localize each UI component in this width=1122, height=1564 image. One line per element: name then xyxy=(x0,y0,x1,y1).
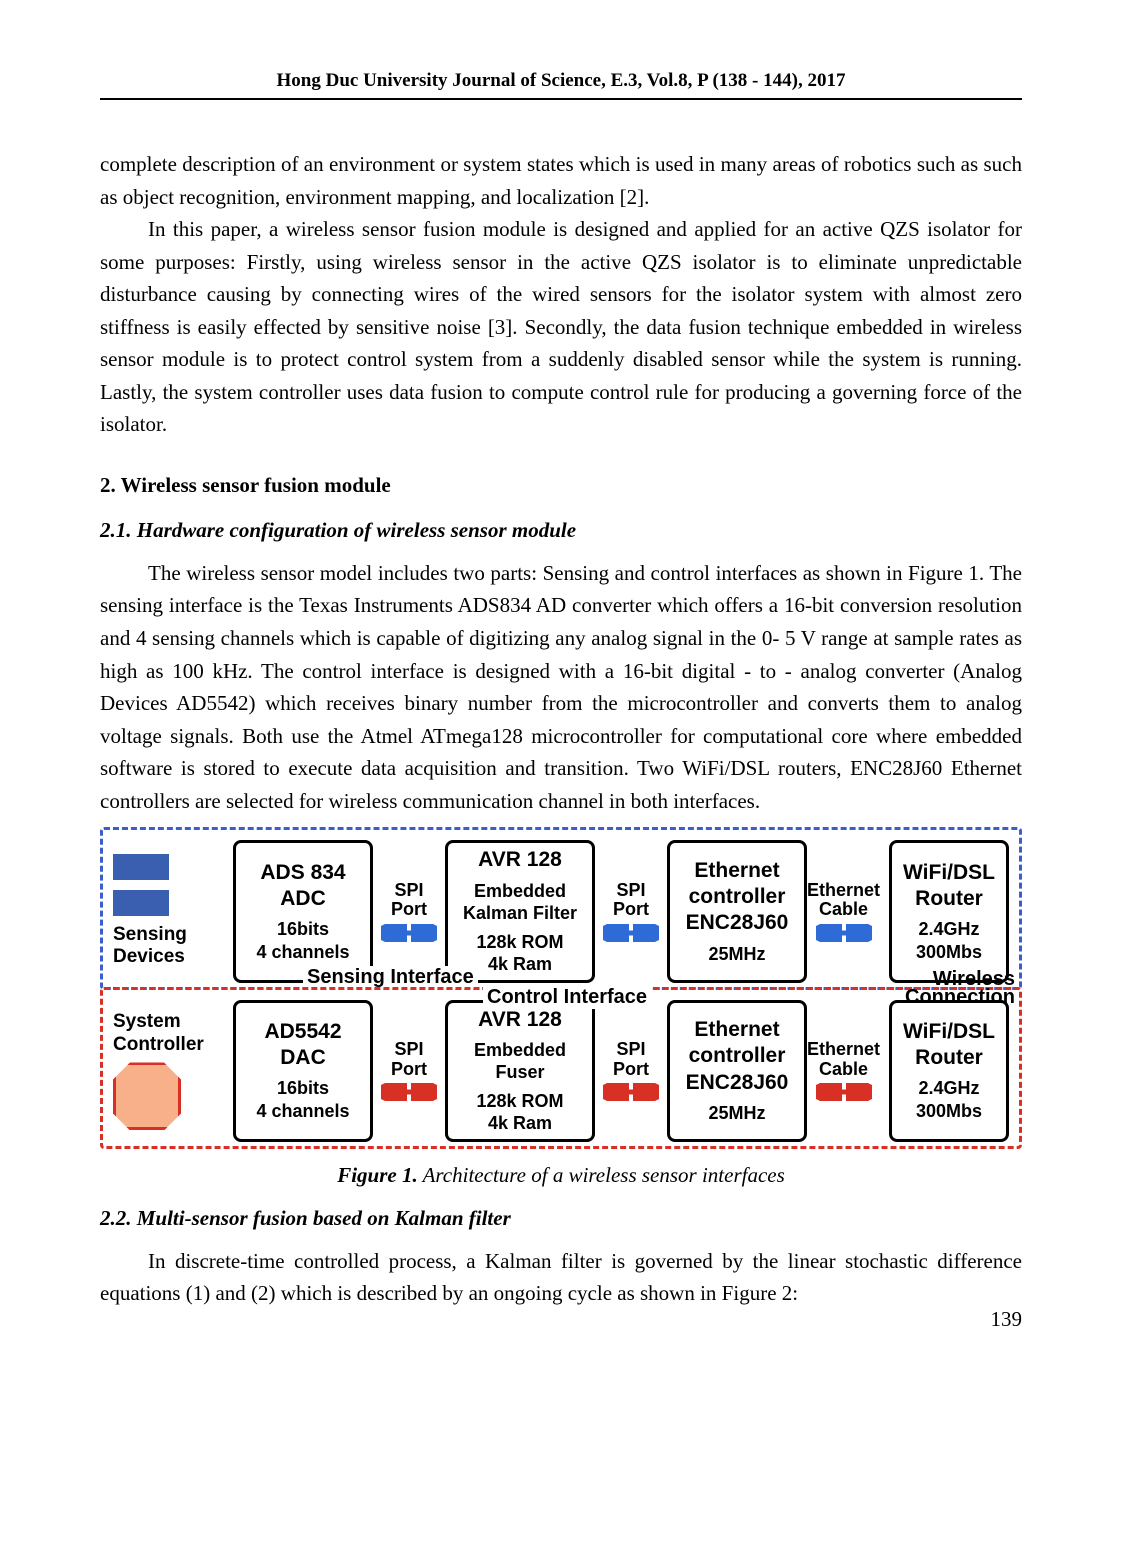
sensor-icon xyxy=(113,854,169,880)
control-interface-box: Control Interface Connection System Cont… xyxy=(100,987,1022,1149)
ethernet-arrow-control: Ethernet Cable xyxy=(807,1000,880,1142)
section-2-2-heading: 2.2. Multi-sensor fusion based on Kalman… xyxy=(100,1206,1022,1231)
system-controller-label: System Controller xyxy=(113,1000,233,1142)
control-region-label: Control Interface xyxy=(483,986,651,1009)
paragraph-4: In discrete-time controlled process, a K… xyxy=(100,1245,1022,1310)
ethernet-block-sensing: Ethernet controller ENC28J60 25MHz xyxy=(667,840,807,982)
spi-arrow-3: SPI Port xyxy=(373,1000,445,1142)
paragraph-3: The wireless sensor model includes two p… xyxy=(100,557,1022,817)
page-number: 139 xyxy=(991,1307,1023,1332)
figure-1-caption: Figure 1. Architecture of a wireless sen… xyxy=(100,1163,1022,1188)
running-header: Hong Duc University Journal of Science, … xyxy=(100,70,1022,100)
paragraph-2: In this paper, a wireless sensor fusion … xyxy=(100,213,1022,441)
sensing-interface-box: Sensing Interface Wireless Sensing Devic… xyxy=(100,827,1022,989)
ethernet-block-control: Ethernet controller ENC28J60 25MHz xyxy=(667,1000,807,1142)
figure-1-diagram: Sensing Interface Wireless Sensing Devic… xyxy=(100,827,1022,1149)
dac-block: AD5542 DAC 16bits 4 channels xyxy=(233,1000,373,1142)
adc-block: ADS 834 ADC 16bits 4 channels xyxy=(233,840,373,982)
section-2-heading: 2. Wireless sensor fusion module xyxy=(100,473,1022,498)
controller-icon xyxy=(113,1062,181,1130)
avr-block-control: AVR 128 Embedded Fuser 128k ROM 4k Ram xyxy=(445,1000,595,1142)
ethernet-arrow-sensing: Ethernet Cable xyxy=(807,840,880,982)
wireless-label-bottom: Connection xyxy=(905,986,1015,1009)
wifi-block-sensing: WiFi/DSL Router 2.4GHz 300Mbs xyxy=(889,840,1009,982)
avr-block-sensing: AVR 128 Embedded Kalman Filter 128k ROM … xyxy=(445,840,595,982)
spi-arrow-4: SPI Port xyxy=(595,1000,667,1142)
spi-arrow-1: SPI Port xyxy=(373,840,445,982)
sensing-region-label: Sensing Interface xyxy=(303,966,478,989)
spi-arrow-2: SPI Port xyxy=(595,840,667,982)
paragraph-1: complete description of an environment o… xyxy=(100,148,1022,213)
wifi-block-control: WiFi/DSL Router 2.4GHz 300Mbs xyxy=(889,1000,1009,1142)
section-2-1-heading: 2.1. Hardware configuration of wireless … xyxy=(100,518,1022,543)
sensor-icon xyxy=(113,890,169,916)
sensing-devices-label: Sensing Devices xyxy=(113,840,233,982)
